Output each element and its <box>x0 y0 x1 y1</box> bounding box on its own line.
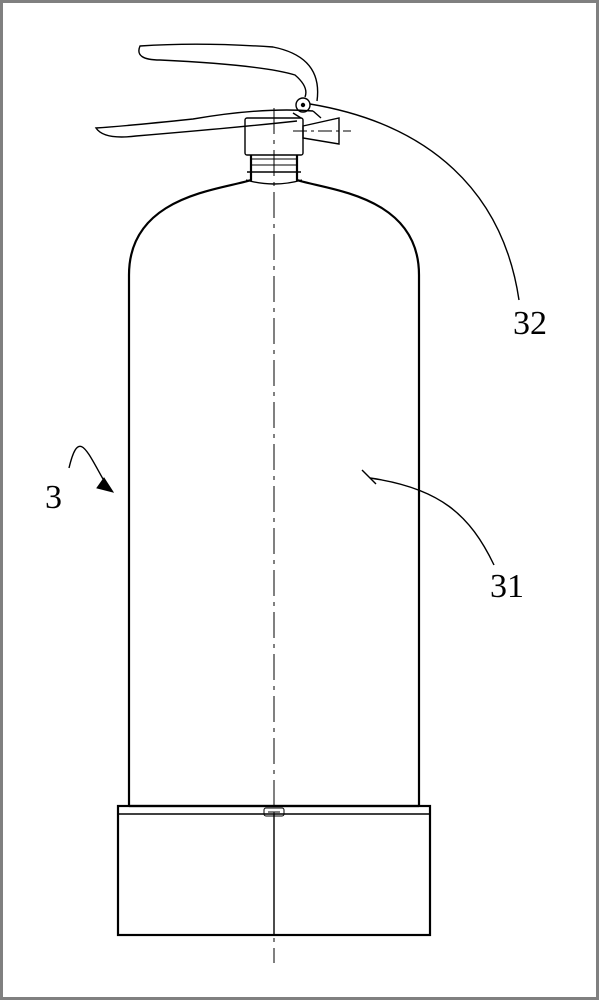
squeeze-lever <box>96 110 313 137</box>
extinguisher-diagram <box>0 0 599 1000</box>
label-3: 3 <box>45 479 62 517</box>
label-31: 31 <box>490 568 524 606</box>
leader-3-arrow <box>97 478 113 492</box>
leader-32 <box>310 104 519 300</box>
leader-31 <box>370 478 494 565</box>
handle-bracket <box>293 111 321 118</box>
handle-pivot-dot <box>301 103 305 107</box>
carry-handle <box>139 44 318 101</box>
label-32: 32 <box>513 305 547 343</box>
frame <box>2 2 598 999</box>
leader-3 <box>69 446 107 486</box>
